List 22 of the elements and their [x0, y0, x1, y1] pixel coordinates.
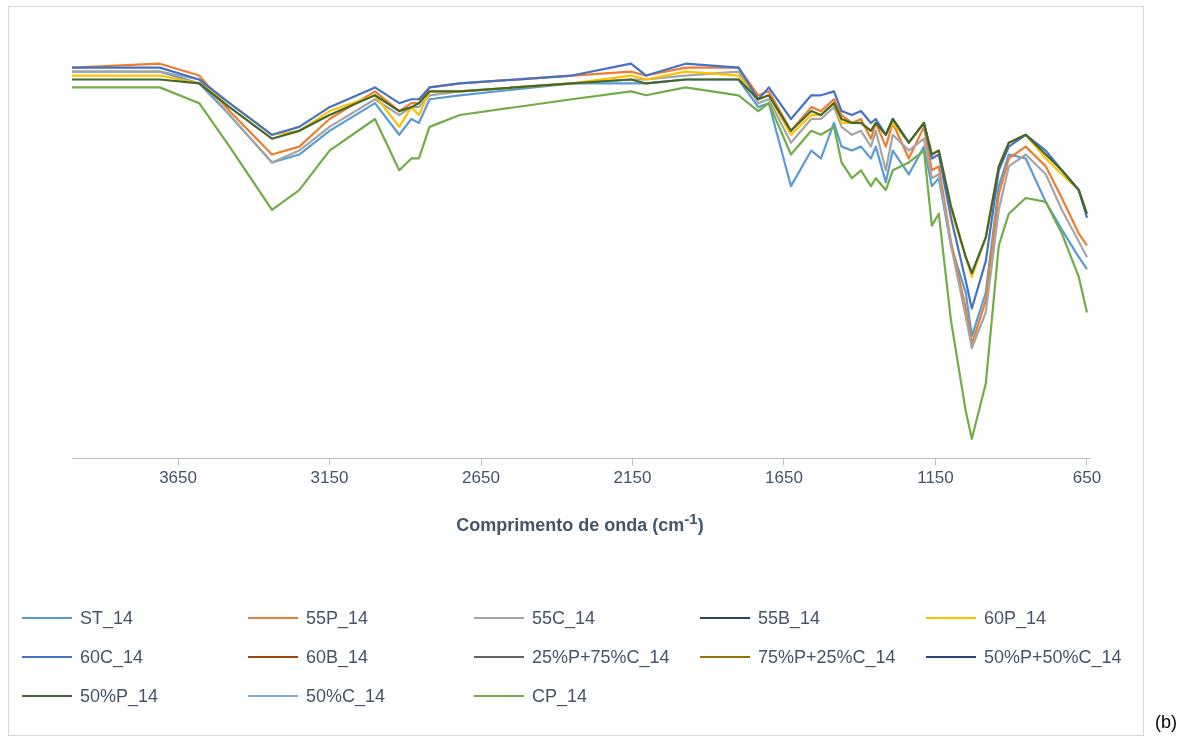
legend-label: CP_14 — [532, 685, 588, 707]
legend-label: 60B_14 — [306, 646, 369, 668]
x-tick-label: 2150 — [613, 468, 652, 488]
legend-label: 50%C_14 — [306, 685, 386, 707]
x-tick-label: 3150 — [310, 468, 349, 488]
legend-label: 55B_14 — [758, 607, 821, 629]
x-axis-title: Comprimento de onda (cm$^{-1}$) — [455, 510, 705, 536]
legend-label: 60C_14 — [80, 646, 144, 668]
legend-label: 75%P+25%C_14 — [758, 646, 896, 668]
text: (b) — [1155, 712, 1177, 733]
x-tick-label: 1650 — [765, 468, 803, 488]
legend-label: 55C_14 — [532, 607, 596, 629]
x-tick-label: 3650 — [159, 468, 197, 488]
legend-label: 25%P+75%C_14 — [532, 646, 670, 668]
legend-label: ST_14 — [80, 607, 134, 629]
legend-label: 50%P_14 — [80, 685, 159, 707]
legend-label: 60P_14 — [984, 607, 1047, 629]
x-tick-label: 650 — [1072, 468, 1102, 488]
legend-label: 55P_14 — [306, 607, 369, 629]
x-tick-label: 2650 — [462, 468, 500, 488]
legend-label: 50%P+50%C_14 — [984, 646, 1122, 668]
x-tick-label: 1150 — [917, 468, 954, 488]
